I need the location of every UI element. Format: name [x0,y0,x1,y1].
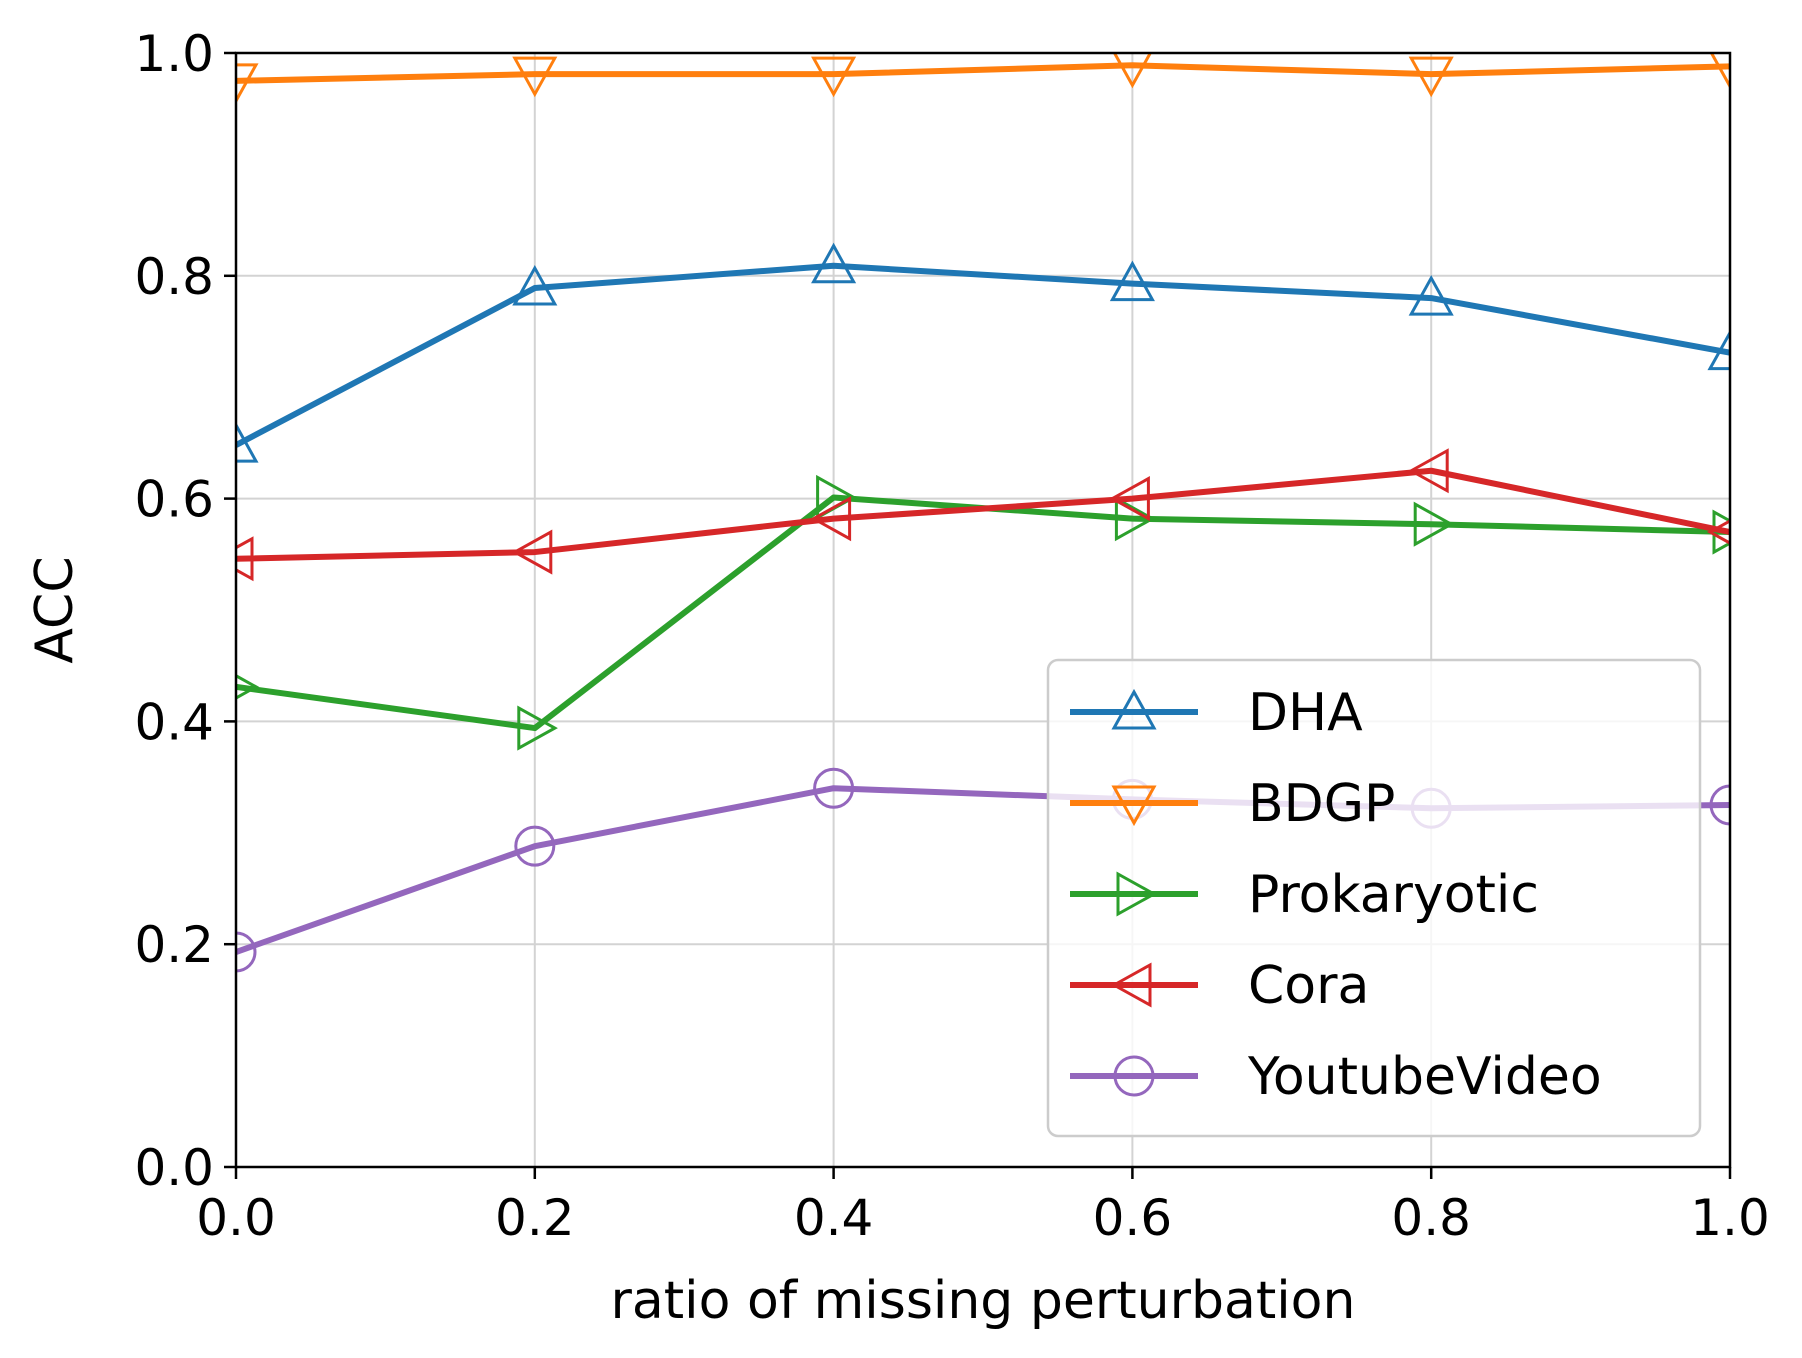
series-cora [236,448,1730,582]
y-axis-label: ACC [25,556,85,663]
legend-label-prokaryotic: Prokaryotic [1248,865,1539,925]
data-point-youtubevideo [813,767,855,809]
x-tick-label: 0.6 [1093,1189,1173,1247]
legend-marker-cora [1110,962,1152,1008]
data-point-bdgp [811,56,857,98]
x-axis-label: ratio of missing perturbation [611,1271,1356,1331]
legend-item-dha: DHA [1070,683,1363,743]
data-point-youtubevideo [1709,784,1730,826]
series-bdgp [236,53,1730,104]
legend-marker-youtubevideo [1113,1055,1155,1097]
legend-marker-prokaryotic [1116,871,1158,917]
legend-marker-bdgp [1111,785,1157,827]
data-point-youtubevideo [514,825,556,867]
data-point-cora [1706,519,1730,545]
data-point-dha [512,264,558,306]
series-line-dha [236,262,1730,448]
legend-item-youtubevideo: YoutubeVideo [1070,1047,1602,1107]
series-line-cora [236,467,1730,562]
data-point-dha [1109,260,1155,302]
data-point-cora [511,529,553,575]
data-point-prokaryotic [1114,496,1156,542]
x-tick-label: 0.8 [1391,1189,1471,1247]
data-point-dha [1707,329,1730,371]
data-point-dha [1408,274,1454,316]
x-tick-label: 0.4 [794,1189,874,1247]
legend: DHA BDGP Prokaryotic Cora YoutubeVideo [1046,658,1702,1138]
legend-item-prokaryotic: Prokaryotic [1070,865,1539,925]
series-lines [236,53,1730,973]
y-tick-label: 0.6 [134,471,214,529]
legend-item-cora: Cora [1070,956,1369,1016]
x-tick-label: 0.0 [196,1189,276,1247]
data-point-bdgp [512,56,558,98]
y-tick-label: 0.2 [134,916,214,974]
data-point-bdgp [1709,53,1730,90]
legend-box [1046,658,1702,1138]
data-point-youtubevideo [236,931,257,973]
data-point-bdgp [1408,56,1454,98]
data-point-cora [810,496,852,542]
data-point-cora [1109,476,1150,522]
data-point-bdgp [1112,53,1153,89]
legend-label-dha: DHA [1248,683,1363,743]
series-line-bdgp [236,62,1730,84]
y-tick-label: 0.0 [134,1139,214,1197]
legend-item-bdgp: BDGP [1070,774,1395,834]
data-point-dha [811,242,857,284]
data-point-prokaryotic [1413,501,1455,547]
data-point-cora [236,536,254,582]
y-tick-label: 0.8 [134,248,214,306]
y-tick-label: 0.4 [134,693,214,751]
legend-marker-dha [1111,688,1157,730]
legend-label-cora: Cora [1248,956,1369,1016]
data-point-prokaryotic [517,705,558,751]
legend-label-bdgp: BDGP [1248,774,1395,834]
series-dha [236,242,1730,463]
data-point-prokaryotic [236,674,260,700]
data-point-cora [1408,448,1449,494]
data-point-dha [236,422,259,463]
plot-frame [234,51,1732,1169]
x-tick-label: 0.2 [495,1189,575,1247]
data-point-prokaryotic [1712,509,1730,555]
legend-label-youtubevideo: YoutubeVideo [1247,1047,1602,1107]
axis-ticks: 0.0 0.2 0.4 0.6 0.8 1.0 0.0 0.2 0.4 0.6 0.8 1.0 [134,25,1769,1247]
y-tick-label: 1.0 [134,25,214,83]
data-point-bdgp [236,63,259,104]
x-tick-label: 1.0 [1690,1189,1770,1247]
